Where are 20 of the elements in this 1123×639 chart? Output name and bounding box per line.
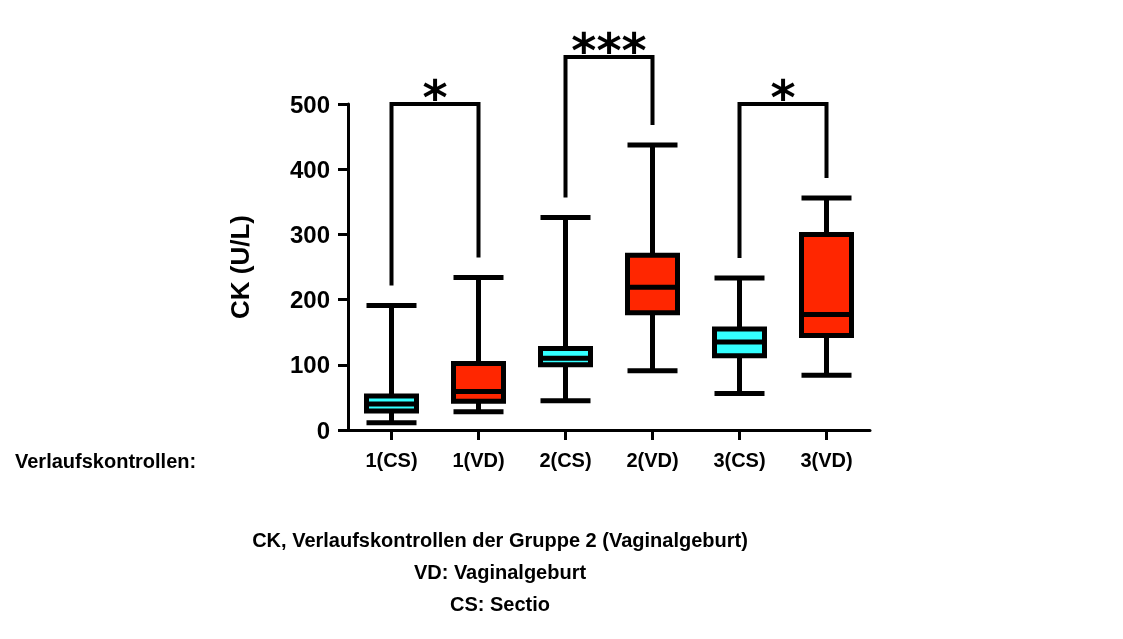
- text: VD: Vaginalgeburt: [412, 561, 588, 584]
- x-tick-label: 1(VD): [452, 449, 505, 471]
- x-tick-label: 2(CS): [539, 449, 592, 471]
- y-tick-label: 400: [289, 155, 330, 183]
- x-tick-label: 3(VD): [800, 449, 853, 471]
- x-tick-label: 3(CS): [713, 449, 766, 471]
- y-tick-label: 500: [289, 90, 330, 118]
- text: CS: Sectio: [449, 593, 551, 616]
- y-tick-label: 200: [289, 286, 330, 314]
- y-tick-label: 100: [289, 351, 330, 379]
- x-tick-label: 2(VD): [626, 449, 679, 471]
- annotation: *: [770, 69, 796, 125]
- annotation: *: [422, 69, 448, 125]
- x-axis-title: Verlaufskontrollen:: [15, 450, 197, 473]
- x-tick-label: 1(CS): [365, 449, 418, 471]
- y-tick-label: 0: [316, 416, 330, 444]
- y-axis-title: CK (U/L): [225, 215, 255, 319]
- y-tick-label: 300: [289, 220, 330, 248]
- text: ***: [571, 22, 647, 79]
- text: CK, Verlaufskontrollen der Gruppe 2 (Vaginalgeburt): [251, 529, 749, 552]
